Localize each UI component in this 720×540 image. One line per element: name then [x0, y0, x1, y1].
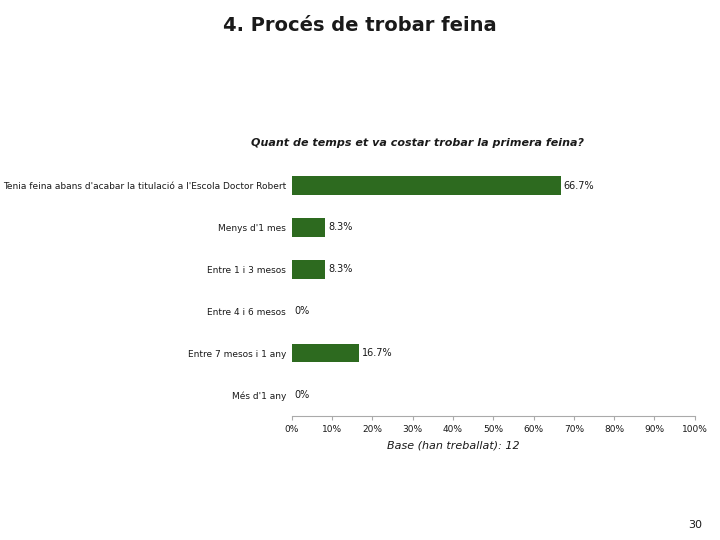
Text: 4. Procés de trobar feina: 4. Procés de trobar feina [223, 16, 497, 35]
Text: Quant de temps et va costar trobar la primera feina?: Quant de temps et va costar trobar la pr… [251, 138, 584, 148]
Text: 66.7%: 66.7% [564, 180, 595, 191]
Bar [292, 176, 561, 195]
Text: 0%: 0% [294, 306, 310, 316]
Text: 4.3. Temps per trobar la primera feina: 4.3. Temps per trobar la primera feina [20, 68, 312, 83]
Text: Base (han treballat): 12: Base (han treballat): 12 [387, 441, 520, 450]
Bar [292, 343, 359, 362]
Text: 30: 30 [688, 520, 702, 530]
Bar [292, 260, 325, 279]
Text: 16.7%: 16.7% [362, 348, 393, 358]
Text: 8.3%: 8.3% [328, 222, 353, 233]
Bar [292, 218, 325, 237]
Text: 8.3%: 8.3% [328, 264, 353, 274]
Text: 0%: 0% [294, 390, 310, 400]
